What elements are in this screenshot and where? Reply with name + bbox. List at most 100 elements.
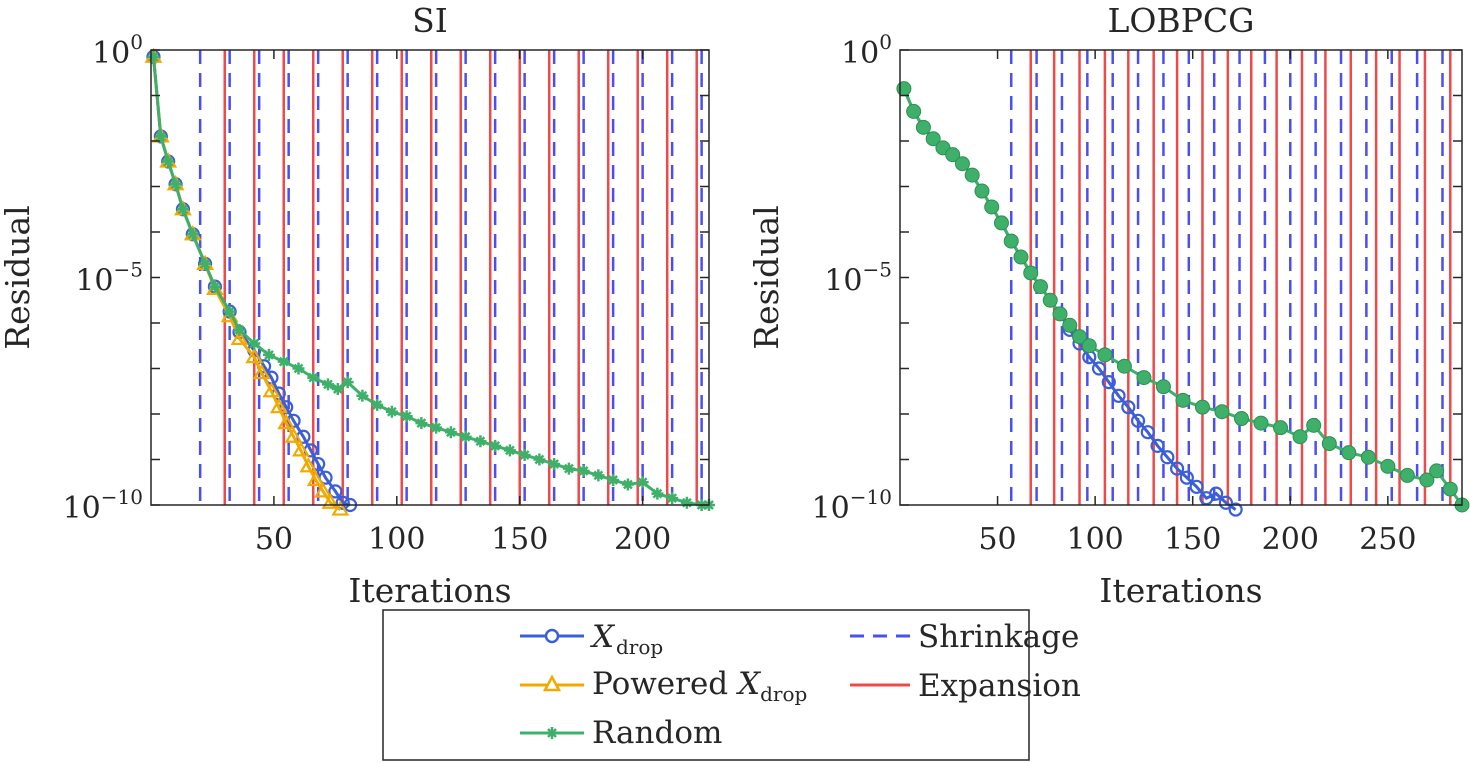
data-point — [896, 81, 912, 97]
data-point — [1097, 347, 1113, 363]
x-tick-label: 150 — [1164, 522, 1221, 557]
legend-xdrop-label: X — [590, 619, 616, 655]
data-point — [489, 439, 502, 452]
y-tick-label: 10−5 — [824, 258, 892, 299]
data-point — [974, 183, 990, 199]
data-point — [1169, 461, 1185, 476]
x-tick-label: 50 — [255, 522, 293, 557]
data-point — [1116, 358, 1132, 374]
data-point — [1150, 438, 1165, 453]
data-point — [993, 215, 1009, 231]
legend-random-label: Random — [592, 715, 722, 751]
data-point — [548, 458, 561, 471]
y-tick-base: 10 — [75, 264, 113, 299]
y-tick-base: 10 — [92, 36, 130, 71]
data-point — [176, 203, 189, 216]
data-point — [1072, 329, 1088, 345]
legend-powered-sub: drop — [760, 682, 807, 706]
x-tick-label: 250 — [1359, 522, 1416, 557]
data-point — [252, 363, 271, 380]
data-point — [1194, 399, 1210, 415]
data-point — [430, 421, 443, 434]
data-point — [915, 119, 931, 135]
data-point — [186, 228, 199, 241]
data-point — [1189, 479, 1204, 494]
data-point — [1140, 425, 1155, 440]
data-point — [223, 305, 236, 318]
data-point — [262, 382, 281, 398]
si-panel: 50 100 150 20010010−510−10SIIterationsResid… — [0, 1, 715, 610]
data-point — [306, 470, 325, 487]
data-point — [154, 130, 167, 143]
axes-box — [899, 49, 1463, 506]
data-point — [415, 417, 428, 430]
data-point — [1399, 467, 1415, 483]
data-point — [314, 482, 332, 498]
chart-title: SI — [412, 1, 448, 40]
data-point — [666, 492, 679, 505]
chart-title: LOBPCG — [1107, 1, 1254, 40]
legend-xdrop-sub: drop — [616, 635, 663, 659]
data-point — [356, 389, 369, 402]
x-tick-label: 200 — [614, 522, 671, 557]
x-tick-label: 200 — [1262, 522, 1319, 557]
data-point — [562, 462, 575, 475]
y-tick-exponent: −5 — [863, 258, 892, 282]
y-tick-base: 10 — [63, 491, 101, 526]
data-point — [1306, 417, 1322, 433]
data-point — [1091, 361, 1107, 376]
data-point — [1253, 415, 1269, 431]
data-point — [964, 167, 980, 183]
data-point — [292, 362, 305, 375]
data-point — [592, 469, 605, 482]
data-point — [954, 156, 970, 172]
data-point — [680, 496, 693, 509]
data-point — [331, 500, 350, 516]
legend-expansion-label: Expansion — [918, 668, 1081, 704]
y-tick-label: 10−5 — [75, 258, 143, 299]
data-point — [1003, 233, 1019, 249]
legend-powered-prefix: Powered — [592, 666, 738, 702]
data-point — [1081, 338, 1097, 354]
y-tick-exponent: −10 — [850, 485, 892, 509]
y-tick-label: 100 — [92, 30, 143, 71]
data-point — [1155, 379, 1171, 395]
data-point — [230, 329, 249, 346]
data-point — [459, 430, 472, 443]
data-point — [262, 348, 275, 361]
data-point — [299, 457, 318, 473]
legend-powered-label: Powered Xdrop — [592, 666, 807, 706]
x-tick-label: 150 — [491, 522, 548, 557]
data-point — [341, 376, 354, 389]
data-point — [503, 444, 516, 457]
y-tick-exponent: −5 — [114, 258, 143, 282]
data-point — [169, 178, 182, 191]
y-tick-exponent: 0 — [879, 30, 892, 54]
data-point — [636, 476, 649, 489]
data-point — [607, 473, 620, 486]
y-tick-base: 10 — [841, 36, 879, 71]
data-point — [1023, 265, 1039, 281]
data-point — [248, 337, 261, 350]
data-point — [1121, 400, 1136, 415]
data-point — [1321, 436, 1337, 452]
series-line — [152, 56, 351, 507]
y-axis-label: Residual — [747, 205, 786, 349]
data-point — [1209, 486, 1224, 501]
data-point — [205, 279, 224, 295]
data-point — [1442, 481, 1458, 497]
data-point — [199, 257, 212, 270]
y-axis-label: Residual — [0, 205, 37, 349]
x-axis-label: Iterations — [348, 571, 511, 610]
data-point — [233, 323, 246, 336]
x-tick-label: 100 — [1067, 522, 1124, 557]
lobpcg-panel: 50 100 150 200 25010010−510−10LOBPCGIteratio… — [747, 1, 1470, 610]
y-tick-label: 100 — [841, 30, 892, 71]
x-tick-label: 50 — [978, 522, 1016, 557]
data-point — [1101, 375, 1116, 390]
data-point — [1228, 502, 1243, 517]
data-point — [621, 478, 634, 491]
data-point — [518, 448, 531, 461]
data-point — [162, 155, 175, 168]
legend: X drop Powered Xdrop Random Shrinkage Ex… — [382, 609, 1081, 761]
